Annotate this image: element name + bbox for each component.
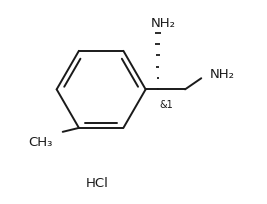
Text: NH₂: NH₂ (209, 67, 234, 80)
Text: NH₂: NH₂ (150, 17, 175, 30)
Text: &1: &1 (160, 100, 174, 110)
Text: HCl: HCl (86, 176, 109, 189)
Text: CH₃: CH₃ (28, 136, 53, 149)
